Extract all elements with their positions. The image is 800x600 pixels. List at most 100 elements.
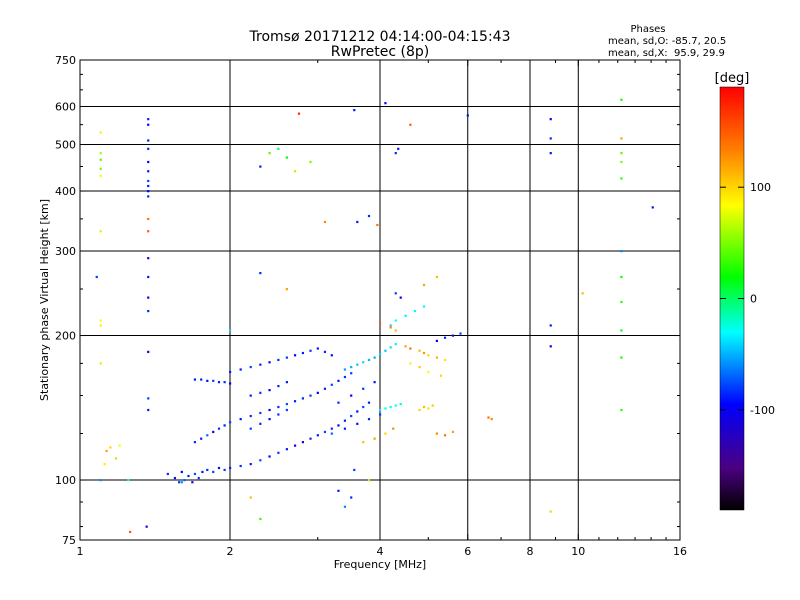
- data-point: [99, 324, 102, 327]
- data-point: [173, 476, 177, 480]
- data-point: [268, 152, 271, 155]
- data-point: [259, 411, 262, 415]
- data-point: [147, 190, 150, 193]
- data-point: [323, 430, 327, 434]
- data-point: [103, 462, 106, 466]
- data-point: [620, 300, 623, 304]
- y-tick-label: 200: [55, 330, 76, 343]
- data-point: [191, 481, 194, 484]
- data-point: [109, 446, 112, 449]
- data-point: [166, 472, 169, 476]
- data-point: [200, 378, 203, 381]
- data-point: [259, 517, 262, 521]
- data-point: [293, 170, 297, 173]
- stats-heading: Phases: [630, 24, 665, 35]
- data-point: [323, 220, 327, 224]
- data-point: [389, 346, 392, 349]
- data-point: [356, 363, 359, 366]
- data-point: [427, 370, 430, 374]
- grid-lines: [80, 60, 680, 540]
- data-point: [330, 427, 333, 430]
- data-point: [422, 305, 426, 308]
- data-point: [309, 437, 312, 440]
- data-point: [259, 271, 262, 275]
- data-point: [443, 336, 447, 339]
- data-point: [217, 381, 221, 384]
- data-point: [201, 470, 204, 474]
- data-point: [147, 296, 150, 299]
- data-point: [379, 353, 382, 356]
- x-tick-label: 1: [77, 545, 84, 558]
- y-tick-label: 100: [55, 474, 76, 487]
- data-point: [343, 375, 347, 379]
- data-point: [309, 394, 312, 397]
- data-point: [549, 345, 552, 348]
- data-point: [431, 404, 434, 407]
- data-point: [343, 368, 347, 371]
- data-point: [379, 413, 382, 416]
- stats-o-mode: mean, sd,O: -85.7, 20.5: [608, 36, 726, 47]
- data-point: [99, 167, 102, 171]
- data-point: [229, 329, 232, 332]
- data-point: [105, 449, 108, 453]
- data-point: [177, 481, 181, 484]
- data-point: [581, 292, 584, 295]
- data-point: [147, 217, 150, 221]
- data-point: [268, 408, 271, 412]
- data-point: [620, 160, 623, 164]
- data-point: [549, 510, 552, 513]
- x-tick-label: 6: [464, 545, 471, 558]
- data-point: [435, 339, 438, 343]
- data-point: [350, 365, 353, 369]
- data-point: [268, 389, 271, 392]
- data-point: [99, 479, 102, 482]
- data-point: [337, 401, 340, 404]
- data-point: [301, 351, 305, 355]
- data-point: [356, 422, 359, 425]
- data-point: [147, 397, 150, 400]
- data-point: [367, 418, 371, 421]
- data-point: [99, 174, 102, 178]
- data-point: [337, 424, 340, 427]
- data-point: [451, 430, 455, 434]
- data-point: [297, 112, 301, 115]
- data-point: [223, 424, 226, 427]
- data-point: [147, 170, 150, 173]
- data-point: [147, 179, 150, 183]
- data-point: [350, 372, 353, 375]
- data-point: [427, 407, 430, 410]
- data-point: [409, 347, 412, 350]
- data-point: [147, 275, 150, 279]
- data-point: [620, 98, 623, 101]
- data-point: [277, 384, 280, 388]
- data-point: [147, 123, 150, 126]
- data-point: [259, 422, 262, 425]
- data-point: [147, 118, 150, 121]
- y-axis-label: Stationary phase Virtual Height [km]: [38, 199, 51, 401]
- x-tick-label: 4: [377, 545, 384, 558]
- data-point: [147, 139, 150, 142]
- data-point: [394, 319, 397, 322]
- data-point: [350, 496, 353, 499]
- data-point: [356, 410, 359, 413]
- data-point: [373, 437, 376, 440]
- data-point: [337, 489, 340, 492]
- data-point: [285, 156, 288, 159]
- data-point: [259, 459, 262, 462]
- data-point: [394, 404, 397, 407]
- data-point: [147, 160, 150, 164]
- data-point: [99, 152, 102, 155]
- data-point: [249, 427, 252, 430]
- data-point: [309, 160, 312, 164]
- data-point: [399, 403, 402, 406]
- data-point: [217, 466, 221, 470]
- chart-title: Tromsø 20171212 04:14:00-04:15:43: [249, 29, 511, 45]
- data-point: [114, 457, 118, 460]
- data-point: [389, 326, 392, 329]
- data-point: [394, 343, 397, 346]
- data-points: [95, 98, 654, 534]
- data-point: [459, 332, 462, 335]
- x-tick-label: 2: [227, 545, 234, 558]
- data-point: [394, 152, 397, 155]
